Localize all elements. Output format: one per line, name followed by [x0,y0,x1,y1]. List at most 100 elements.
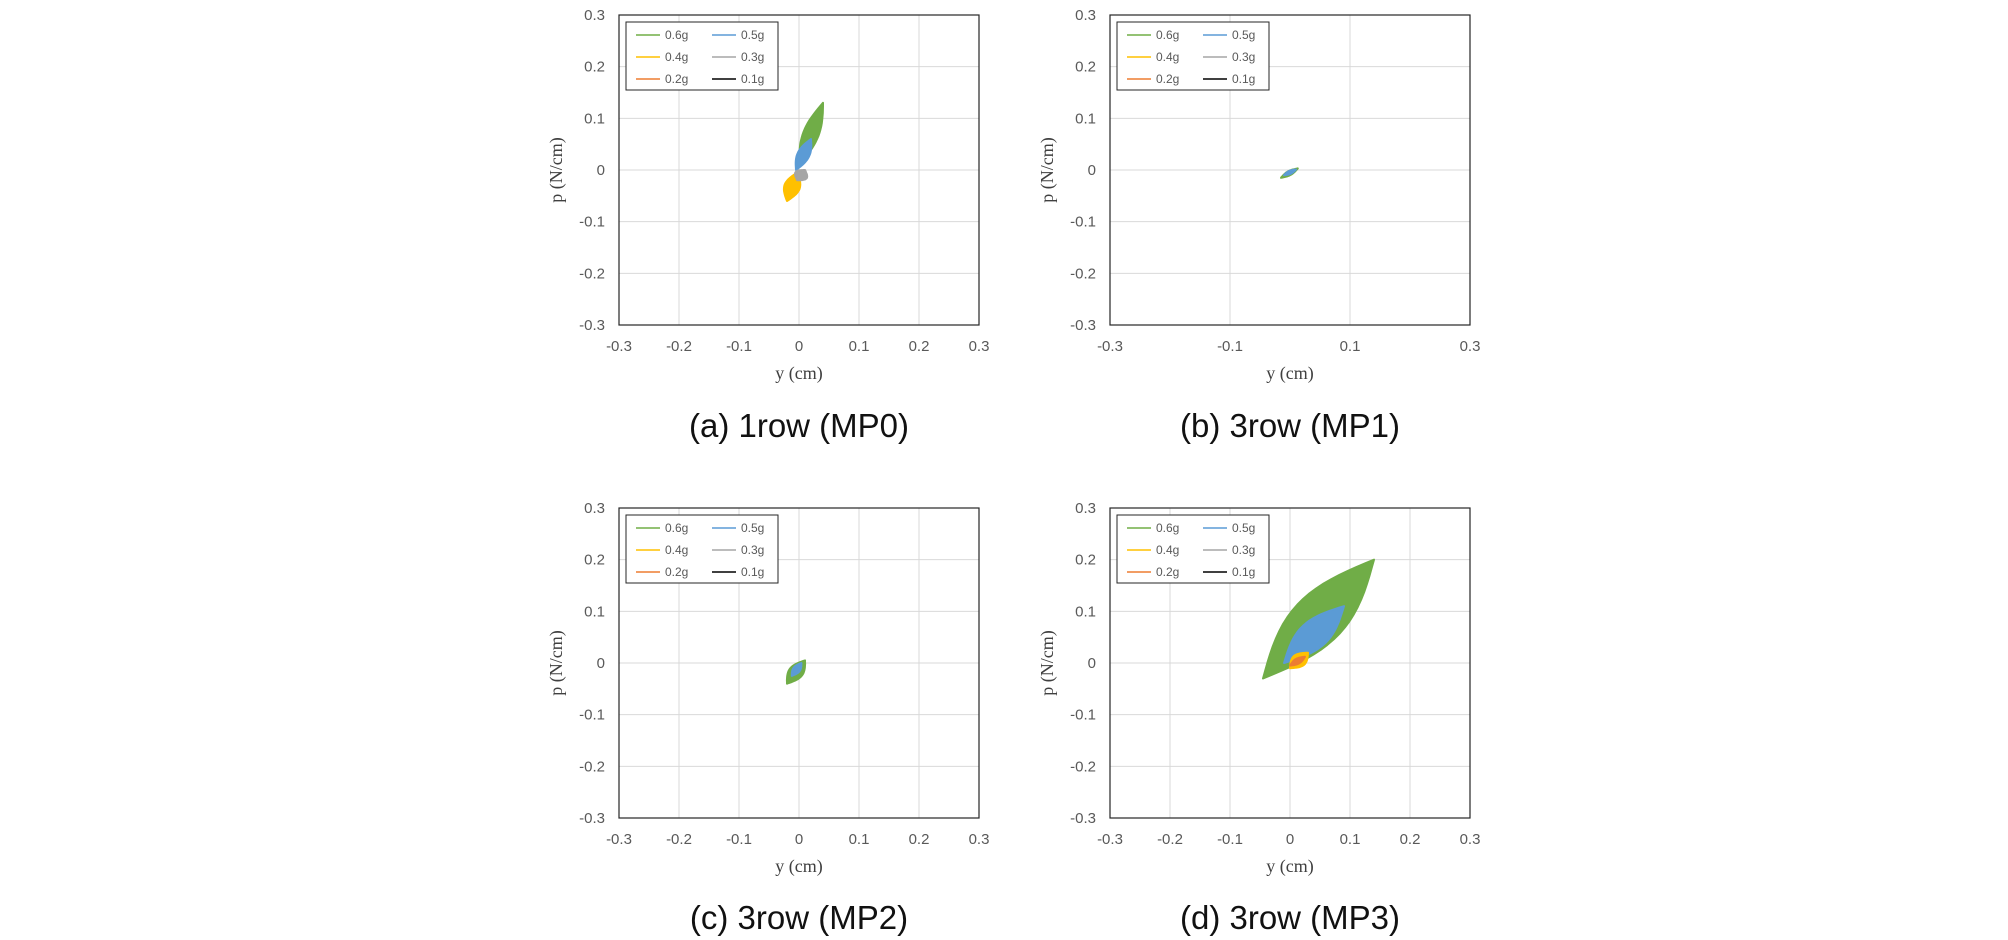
series-03g-loop [794,169,809,182]
chart-panel-4: 0.3 0.2 0.1 0 -0.1 -0.2 -0.3-0.3 -0.2 -0.1 0 0.1 0.… [1037,500,1480,936]
x-tick-label: 0.3 [1460,338,1481,355]
x-tick-label: -0.1 [726,338,752,355]
chart-panel-1: 0.3 0.2 0.1 0 -0.1 -0.2 -0.3-0.3 -0.2 -0.1 0 0.1 0.… [546,7,989,444]
legend-label: 0.6g [665,28,688,42]
y-tick-label: -0.2 [579,758,605,775]
x-tick-label: 0.2 [909,831,930,848]
y-tick-label: 0.2 [584,59,605,76]
y-tick-label: 0.2 [584,552,605,569]
y-tick-label: -0.2 [1070,758,1096,775]
legend-label: 0.2g [1156,72,1179,86]
x-tick-label: 0.3 [1460,831,1481,848]
legend-label: 0.5g [741,521,764,535]
y-tick-label: -0.1 [1070,214,1096,231]
legend-label: 0.6g [1156,28,1179,42]
x-axis-label: y (cm) [775,856,822,877]
chart-panel-2: 0.3 0.2 0.1 0 -0.1 -0.2 -0.3-0.3 -0.1 0.1 0.3 0.6g… [1037,7,1480,444]
panel-caption: (b) 3row (MP1) [1180,407,1400,444]
y-tick-label: 0.3 [1075,7,1096,24]
x-tick-label: 0.1 [849,831,870,848]
y-tick-label: 0.3 [584,7,605,24]
y-tick-label: -0.3 [1070,317,1096,334]
y-tick-label: -0.3 [579,810,605,827]
chart-panel-3: 0.3 0.2 0.1 0 -0.1 -0.2 -0.3-0.3 -0.2 -0.1 0 0.1 0.… [546,500,989,936]
y-tick-label: -0.3 [579,317,605,334]
legend-label: 0.3g [741,50,764,64]
y-tick-label: -0.1 [579,707,605,724]
plot-frame [1109,14,1471,326]
y-tick-label: 0 [597,162,605,179]
x-tick-label: 0 [795,338,803,355]
x-tick-label: 0.1 [849,338,870,355]
legend-box [1116,21,1270,91]
y-axis-label: p (N/cm) [546,630,567,695]
x-tick-label: -0.3 [606,338,632,355]
legend-label: 0.3g [1232,50,1255,64]
series-05g-loop [790,662,803,677]
legend-label: 0.3g [741,543,764,557]
panel-caption: (d) 3row (MP3) [1180,899,1400,936]
y-tick-label: 0.1 [584,603,605,620]
series-05g-loop [1283,605,1345,664]
legend-label: 0.4g [665,50,688,64]
x-tick-label: 0.1 [1340,831,1361,848]
panel-caption: (c) 3row (MP2) [690,899,908,936]
x-tick-label: 0.3 [969,338,990,355]
x-tick-label: -0.1 [1217,831,1243,848]
series-05g-loop [794,138,813,171]
legend-label: 0.5g [741,28,764,42]
x-tick-label: -0.3 [1097,338,1123,355]
y-tick-label: 0.2 [1075,59,1096,76]
plot-frame [618,14,980,326]
x-tick-label: 0.1 [1340,338,1361,355]
x-tick-label: -0.2 [666,338,692,355]
x-tick-label: -0.3 [1097,831,1123,848]
y-tick-label: -0.2 [1070,265,1096,282]
series-05g-loop [1283,168,1297,177]
y-tick-label: -0.1 [579,214,605,231]
plot-frame [1109,507,1471,819]
panel-caption: (a) 1row (MP0) [689,407,909,444]
legend-label: 0.1g [741,565,764,579]
legend-label: 0.3g [1232,543,1255,557]
y-tick-label: 0 [1088,162,1096,179]
x-tick-label: -0.3 [606,831,632,848]
y-tick-label: -0.3 [1070,810,1096,827]
x-tick-label: 0 [1286,831,1294,848]
x-tick-label: -0.1 [726,831,752,848]
legend-label: 0.4g [1156,543,1179,557]
y-tick-label: 0.1 [1075,603,1096,620]
series-02g-loop [1289,655,1306,667]
legend-label: 0.1g [1232,565,1255,579]
x-tick-label: -0.2 [666,831,692,848]
x-tick-label: 0.3 [969,831,990,848]
legend-label: 0.6g [665,521,688,535]
x-tick-label: -0.1 [1217,338,1243,355]
legend-label: 0.6g [1156,521,1179,535]
x-axis-label: y (cm) [775,363,822,384]
y-tick-label: -0.1 [1070,707,1096,724]
y-tick-label: 0.3 [1075,500,1096,517]
y-axis-label: p (N/cm) [546,137,567,202]
legend-label: 0.2g [665,565,688,579]
legend-label: 0.1g [1232,72,1255,86]
y-tick-label: 0.3 [584,500,605,517]
x-tick-label: 0.2 [909,338,930,355]
y-tick-label: 0 [1088,655,1096,672]
y-tick-label: 0 [597,655,605,672]
x-tick-label: -0.2 [1157,831,1183,848]
x-axis-label: y (cm) [1266,363,1313,384]
y-tick-label: 0.1 [1075,110,1096,127]
y-axis-label: p (N/cm) [1037,630,1058,695]
legend-label: 0.5g [1232,521,1255,535]
y-tick-label: 0.2 [1075,552,1096,569]
x-tick-label: 0 [795,831,803,848]
y-axis-label: p (N/cm) [1037,137,1058,202]
legend-label: 0.4g [1156,50,1179,64]
legend-label: 0.2g [665,72,688,86]
legend-label: 0.1g [741,72,764,86]
legend-label: 0.2g [1156,565,1179,579]
y-tick-label: 0.1 [584,110,605,127]
y-tick-label: -0.2 [579,265,605,282]
x-axis-label: y (cm) [1266,856,1313,877]
